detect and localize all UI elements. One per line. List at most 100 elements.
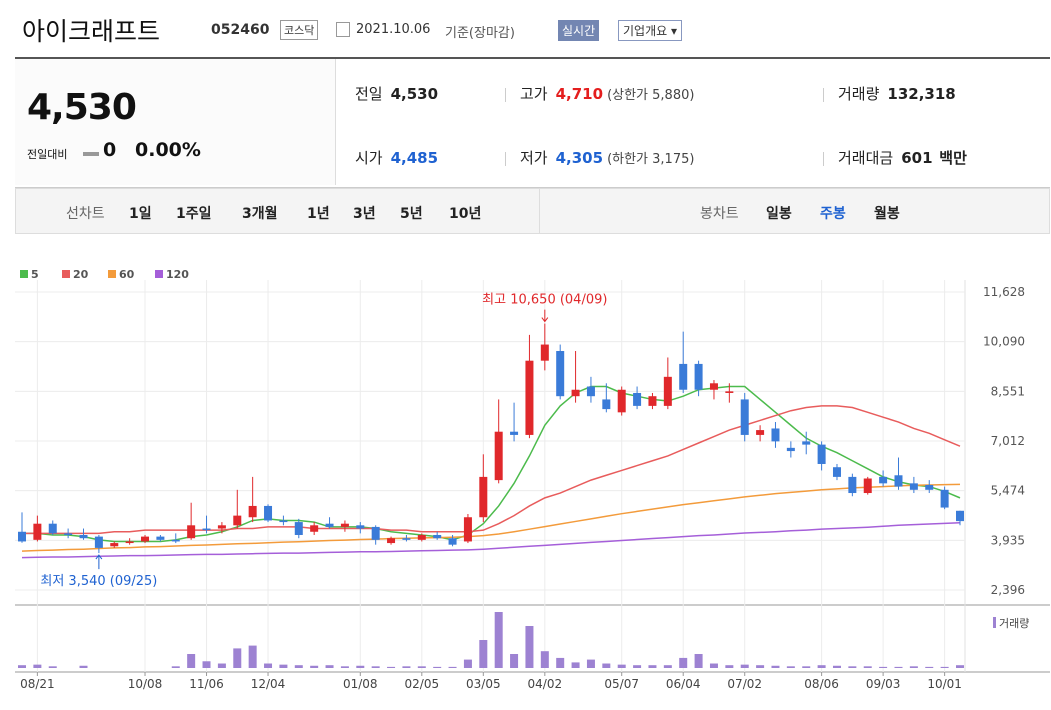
stat: 거래대금 601 백만 [838, 147, 967, 168]
candle-body [294, 522, 303, 535]
volume-bar [494, 612, 503, 668]
candle-body [217, 525, 226, 529]
volume-bar [802, 666, 811, 668]
candle-body [187, 525, 196, 539]
candle-body [33, 523, 42, 540]
period-tab[interactable]: 5년 [400, 206, 423, 222]
period-tab[interactable]: 1일 [129, 206, 152, 222]
candle-tab[interactable]: 주봉 [820, 206, 846, 222]
volume-bar [571, 662, 580, 668]
candle-body [879, 476, 888, 484]
x-tick-label: 10/08 [128, 677, 163, 691]
y-tick-label: 7,012 [991, 434, 1025, 448]
y-tick-label: 5,474 [991, 484, 1025, 498]
volume-bar [310, 665, 319, 668]
candle-tab[interactable]: 일봉 [766, 206, 792, 222]
period-tab[interactable]: 3년 [353, 206, 376, 222]
candle-body [863, 478, 872, 494]
volume-bar [909, 666, 918, 668]
volume-bar [479, 640, 488, 668]
stat: 시가 4,485 [355, 147, 438, 168]
volume-bar [171, 666, 180, 668]
tab-label: 봉차트 [700, 206, 739, 222]
volume-bar [602, 663, 611, 668]
x-tick-label: 08/21 [20, 677, 55, 691]
volume-bar [294, 665, 303, 668]
low-annotation: 최저 3,540 (09/25) [40, 574, 157, 589]
x-tick-label: 11/06 [189, 677, 224, 691]
candle-body [417, 534, 426, 540]
candle-body [248, 505, 257, 518]
date: 2021.10.06 [356, 22, 431, 37]
candle-body [556, 351, 565, 397]
candle-body [371, 526, 380, 540]
volume-bar [586, 659, 595, 668]
candle-body [586, 386, 595, 397]
period-tab[interactable]: 1년 [307, 206, 330, 222]
candle-body [909, 483, 918, 490]
volume-bar [848, 666, 857, 668]
candle-body [648, 396, 657, 406]
stat-note: (하한가 3,175) [607, 152, 695, 167]
volume-bar [786, 666, 795, 668]
realtime-button[interactable]: 실시간 [558, 20, 600, 41]
volume-bar [709, 663, 718, 668]
period-tab[interactable]: 10년 [449, 206, 482, 222]
candle-body [571, 389, 580, 397]
legend-swatch [108, 270, 116, 278]
company-label[interactable]: 기업개요 [623, 24, 668, 38]
volume-bar [279, 664, 288, 668]
volume-bar [679, 657, 688, 668]
candle-body [694, 363, 703, 390]
stock-code: 052460 [211, 22, 270, 38]
x-tick-label: 01/08 [343, 677, 378, 691]
candle-body [110, 543, 119, 547]
volume-bar [648, 665, 657, 668]
market-badge: 코스닥 [280, 20, 319, 40]
stat-label: 거래량 [838, 85, 880, 103]
candle-body [64, 533, 73, 535]
candle-body [141, 536, 150, 542]
stat-unit: 백만 [939, 149, 967, 167]
x-tick-label: 03/05 [466, 677, 501, 691]
stat-label: 거래대금 [838, 149, 894, 167]
plot-frame [0, 240, 1050, 710]
volume-bar [187, 654, 196, 668]
candle-body [602, 399, 611, 410]
stat-note: (상한가 5,880) [607, 88, 695, 103]
candle-body [233, 515, 242, 526]
quote-panel: 4,530 전일대비 0 0.00% 전일 4,530 고가 4,710 (상한가 5… [15, 57, 1050, 188]
high-arrow [541, 309, 549, 323]
company-button[interactable]: 기업개요 ▾ [618, 20, 683, 41]
candle-body [448, 538, 457, 545]
period-tab[interactable]: 3개월 [242, 206, 278, 222]
volume-bar [756, 665, 765, 668]
period-tab[interactable]: 1주일 [176, 206, 212, 222]
legend-swatch [20, 270, 28, 278]
candle-body [756, 430, 765, 435]
volume-bar [879, 666, 888, 668]
candle-body [940, 489, 949, 508]
x-tick-label: 07/02 [727, 677, 762, 691]
high-annotation: 최고 10,650 (04/09) [482, 293, 607, 308]
volume-bar [325, 665, 334, 668]
volume-bar [832, 665, 841, 668]
candle-body [356, 525, 365, 529]
divider [539, 189, 540, 233]
period-tabs: 선차트 1일 1주일 3개월 1년 3년 5년 10년 봉차트 일봉 주봉 월봉 [15, 188, 1050, 234]
candle-body [894, 475, 903, 487]
volume-bar [863, 666, 872, 668]
volume-bar [79, 665, 88, 668]
candle-body [463, 517, 472, 542]
candle-body [433, 534, 442, 539]
candle-body [310, 525, 319, 532]
y-tick-label: 2,396 [991, 583, 1025, 597]
volume-bar [371, 666, 380, 668]
stat-value: 4,485 [390, 149, 439, 167]
basis: 기준(장마감) [445, 26, 515, 41]
candle-tab[interactable]: 월봉 [874, 206, 900, 222]
y-tick-label: 3,935 [991, 533, 1025, 547]
volume-bar [956, 665, 964, 668]
candle-body [125, 541, 134, 544]
